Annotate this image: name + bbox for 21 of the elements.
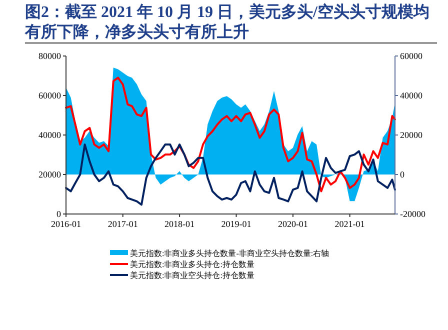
legend-label: 美元指数:非商业空头持仓:持仓数量: [130, 270, 254, 280]
y-tick-label: 0: [56, 209, 62, 220]
x-tick-label: 2016-01: [51, 219, 81, 229]
y2-tick-label: 20000: [400, 130, 423, 140]
y2-tick-label: -20000: [400, 209, 426, 220]
x-tick-label: 2020-01: [278, 219, 308, 229]
line-series: [65, 143, 396, 206]
y-tick-label: 60000: [38, 90, 62, 101]
y-tick-label: 80000: [38, 51, 62, 62]
x-tick-label: 2017-01: [108, 219, 138, 229]
y2-tick-label: 60000: [400, 51, 423, 62]
y-tick-label: 40000: [38, 130, 62, 140]
legend-label: 美元指数:非商业多头持仓:持仓数量: [130, 260, 254, 269]
x-tick-label: 2019-01: [221, 219, 252, 229]
y2-tick-label: 0: [400, 170, 405, 180]
y2-tick-label: 40000: [400, 90, 423, 101]
x-tick-label: 2018-01: [164, 219, 195, 229]
x-tick-label: 2021-01: [334, 219, 365, 229]
legend-label: 美元指数:非商业多头持仓数量-非商业空头持仓数量:右轴: [130, 248, 330, 258]
chart-title: 图2：截至 2021 年 10 月 19 日，美元多头/空头头寸规模均有所下降，净多头头寸有所上升: [24, 2, 430, 41]
y-tick-label: 20000: [38, 170, 62, 180]
